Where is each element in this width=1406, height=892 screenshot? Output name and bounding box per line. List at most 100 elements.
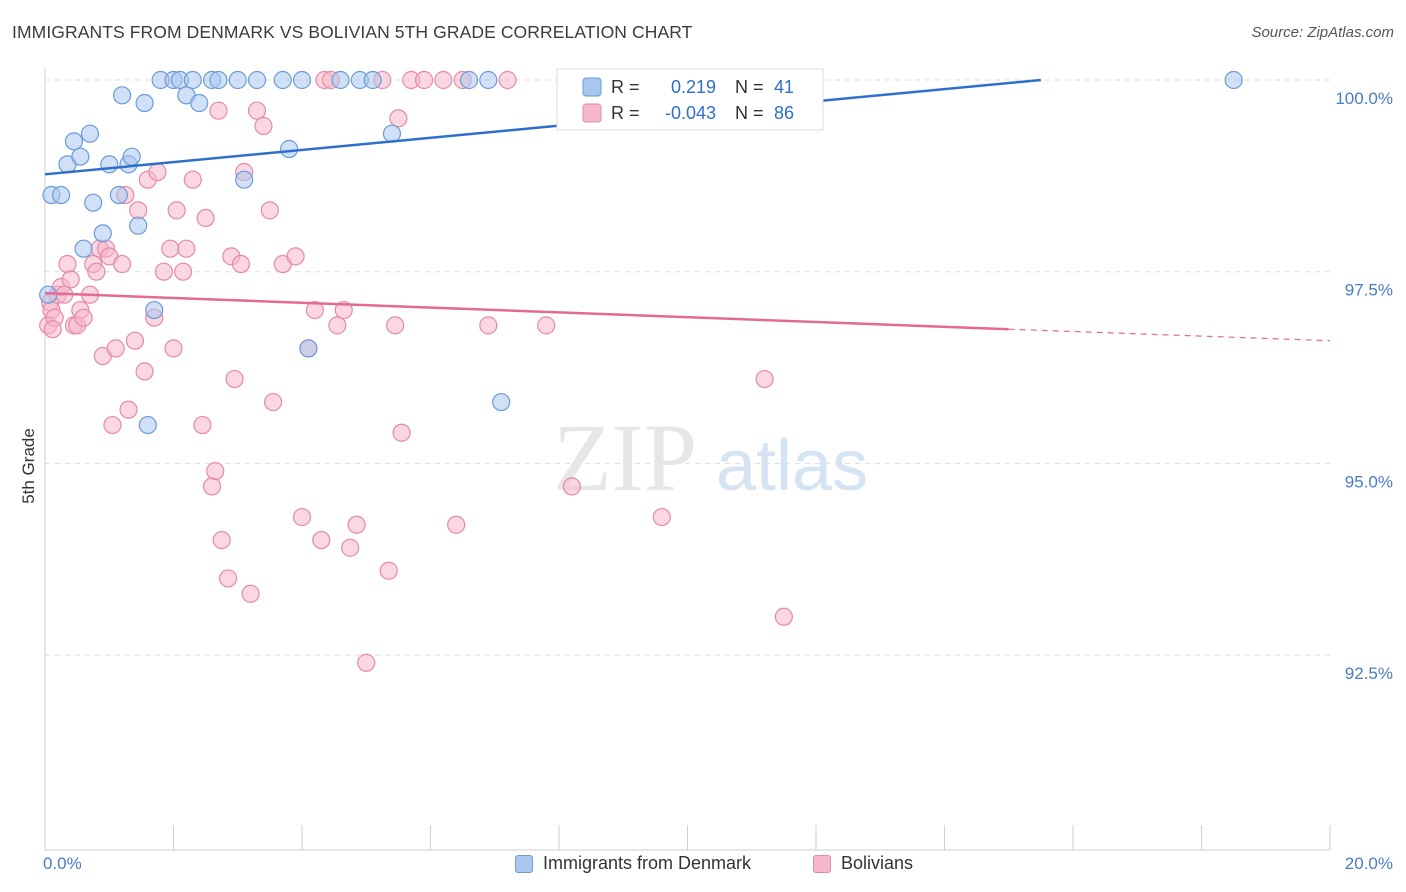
bolivians-point-41 <box>206 461 225 481</box>
bolivians-point-82 <box>755 369 774 389</box>
trend-line-denmark <box>44 78 1041 176</box>
denmark-point-30 <box>299 339 318 358</box>
bolivians-point-44 <box>219 569 238 588</box>
bolivians-point-21 <box>106 339 125 358</box>
series-bolivians-points <box>39 70 793 672</box>
legend-swatch-denmark <box>582 77 602 97</box>
legend-n-label-1: N = <box>735 77 764 97</box>
bolivians-point-27 <box>135 362 154 381</box>
series-denmark-points <box>39 70 1243 435</box>
denmark-point-42 <box>145 300 164 320</box>
source-label: Source: ZipAtlas.com <box>1251 24 1394 41</box>
bolivians-point-46 <box>225 369 244 389</box>
legend-swatch-bolivians <box>582 103 602 123</box>
bolivians-point-70 <box>389 109 408 128</box>
bolivians-point-33 <box>164 339 183 358</box>
bolivians-point-83 <box>774 607 793 626</box>
bolivians-point-62 <box>328 316 347 335</box>
bolivians-point-50 <box>247 101 267 120</box>
denmark-point-11 <box>112 86 132 105</box>
legend-r-label-1: R = <box>611 77 640 97</box>
x-tick-label-0: 0.0% <box>43 854 82 873</box>
denmark-point-21 <box>190 93 209 113</box>
denmark-point-7 <box>74 239 93 258</box>
bolivians-point-77 <box>479 316 498 335</box>
legend-swatch-denmark-bottom <box>515 854 533 873</box>
denmark-point-15 <box>135 93 154 113</box>
bolivians-point-24 <box>119 400 138 419</box>
denmark-point-25 <box>235 170 254 189</box>
bolivians-point-53 <box>263 392 283 412</box>
bolivians-point-56 <box>292 507 312 527</box>
bolivians-point-64 <box>341 538 360 557</box>
denmark-point-10 <box>109 185 128 205</box>
denmark-point-4 <box>71 147 90 166</box>
bolivians-point-51 <box>254 116 273 136</box>
legend-r-value-1: 0.219 <box>671 77 716 97</box>
bolivians-point-80 <box>562 477 581 496</box>
trend-line-bolivians-extension <box>1008 328 1331 342</box>
bolivians-point-81 <box>652 507 671 527</box>
denmark-point-23 <box>209 70 228 90</box>
bolivians-point-42 <box>209 101 228 120</box>
trend-line-bolivians <box>44 291 1009 331</box>
denmark-point-31 <box>331 70 350 90</box>
bolivians-point-74 <box>434 70 453 90</box>
bolivians-point-38 <box>193 415 212 435</box>
bolivians-point-66 <box>357 653 376 672</box>
bolivians-point-43 <box>212 530 231 550</box>
bolivians-point-75 <box>447 515 466 534</box>
denmark-point-35 <box>459 70 479 90</box>
bolivians-point-63 <box>334 300 353 320</box>
bolivians-point-55 <box>286 247 305 266</box>
legend-n-label-2: N = <box>735 103 764 123</box>
bolivians-point-65 <box>347 515 366 534</box>
denmark-point-41 <box>138 415 157 435</box>
bolivians-point-22 <box>112 254 132 274</box>
bolivians-point-15 <box>87 262 106 281</box>
denmark-point-27 <box>273 70 292 90</box>
bolivians-point-69 <box>386 316 405 335</box>
denmark-point-28 <box>280 139 299 159</box>
bolivians-point-68 <box>379 561 398 580</box>
denmark-point-1 <box>51 185 71 205</box>
bolivians-point-84 <box>43 320 62 339</box>
legend-item-denmark[interactable]: Immigrants from Denmark <box>515 853 751 874</box>
denmark-point-37 <box>492 392 511 412</box>
bolivians-point-73 <box>414 70 434 90</box>
bottom-legend: Immigrants from Denmark Bolivians <box>0 850 1406 880</box>
bolivians-point-35 <box>174 262 193 281</box>
bolivians-point-40 <box>202 477 222 496</box>
watermark-atlas: atlas <box>716 426 868 506</box>
denmark-point-6 <box>84 193 103 212</box>
legend-swatch-bolivians-bottom <box>813 854 831 873</box>
denmark-point-20 <box>183 70 202 90</box>
bolivians-point-36 <box>177 239 196 258</box>
legend-r-value-2: -0.043 <box>665 103 716 123</box>
trend-lines <box>44 78 1331 342</box>
bolivians-point-52 <box>260 201 279 220</box>
bolivians-point-85 <box>537 316 556 335</box>
bolivians-point-71 <box>392 423 411 442</box>
legend-label-bolivians: Bolivians <box>841 853 914 873</box>
y-tick-label-0: 92.5% <box>1345 664 1393 683</box>
bolivians-point-8 <box>61 270 80 289</box>
legend-item-bolivians[interactable]: Bolivians <box>813 853 913 874</box>
bolivians-point-26 <box>129 201 148 220</box>
denmark-point-24 <box>228 70 247 90</box>
bolivians-point-78 <box>498 70 517 90</box>
y-tick-label-3: 100.0% <box>1335 89 1393 108</box>
x-tick-label-1: 20.0% <box>1345 854 1393 873</box>
legend-label-denmark: Immigrants from Denmark <box>543 853 752 873</box>
y-tick-label-2: 97.5% <box>1345 281 1393 300</box>
bolivians-point-7 <box>58 254 77 274</box>
bolivians-point-47 <box>231 254 251 274</box>
legend-r-label-2: R = <box>611 103 640 123</box>
watermark: ZIP atlas <box>553 404 868 511</box>
denmark-point-3 <box>64 132 84 151</box>
bolivians-point-59 <box>312 530 331 550</box>
denmark-point-8 <box>93 224 112 243</box>
denmark-point-34 <box>382 124 402 143</box>
bolivians-point-58 <box>305 300 324 320</box>
